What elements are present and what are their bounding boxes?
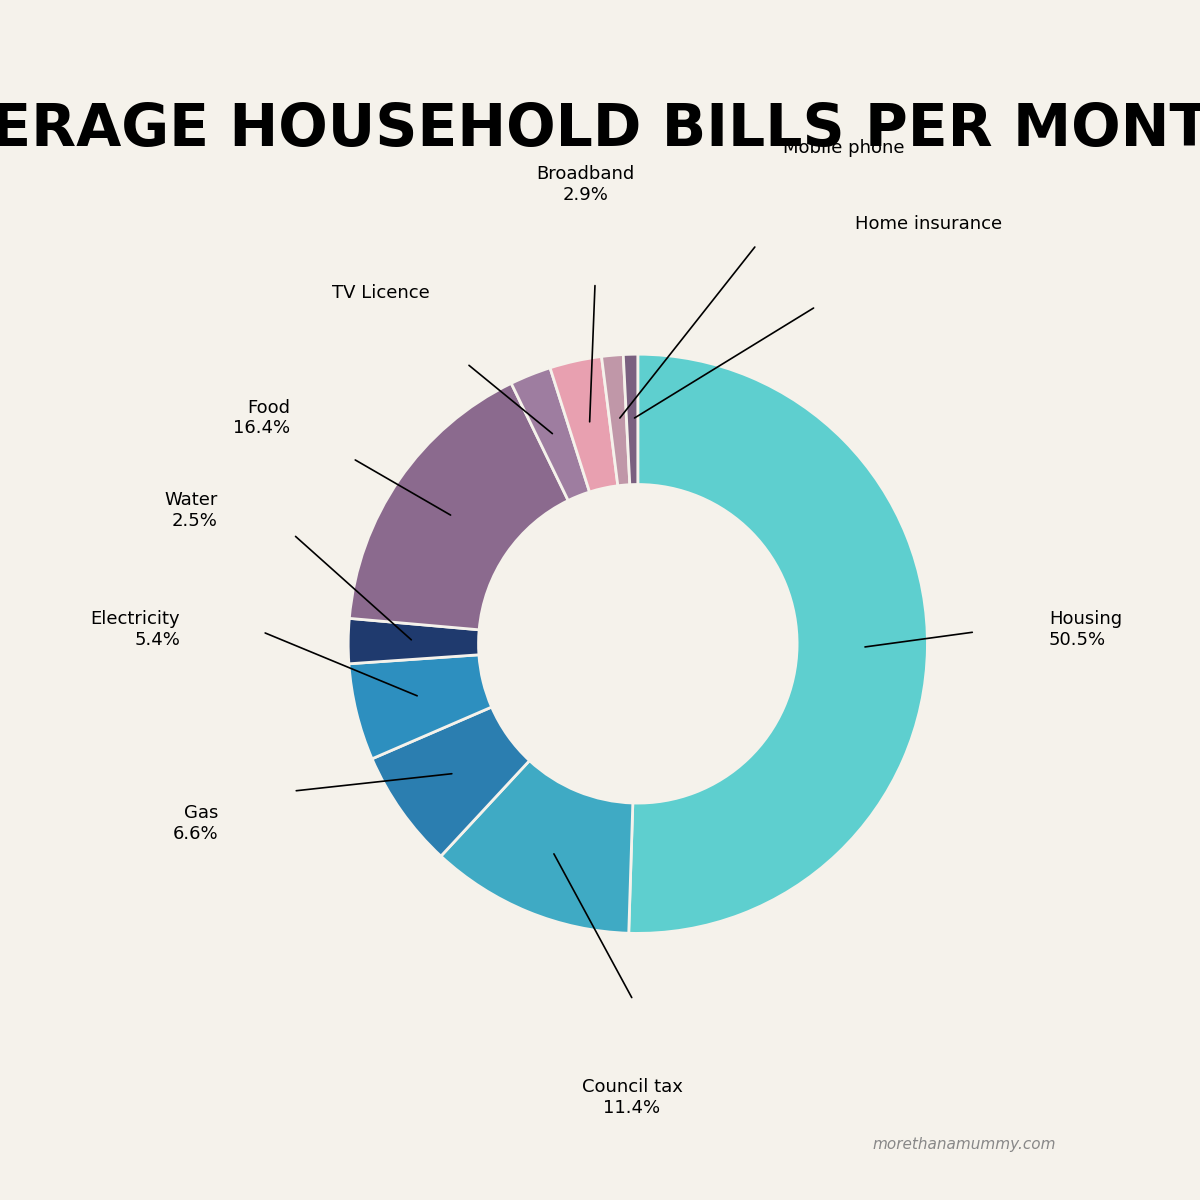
Text: TV Licence: TV Licence [331,284,430,302]
Text: Electricity
5.4%: Electricity 5.4% [91,610,180,649]
Text: Water
2.5%: Water 2.5% [164,491,218,530]
Wedge shape [601,354,630,486]
Text: Gas
6.6%: Gas 6.6% [173,804,218,842]
Text: Food
16.4%: Food 16.4% [233,398,290,437]
Text: Home insurance: Home insurance [856,215,1002,233]
Text: Mobile phone: Mobile phone [782,139,904,157]
Text: Council tax
11.4%: Council tax 11.4% [582,1079,683,1117]
Wedge shape [623,354,638,485]
Text: morethanamummy.com: morethanamummy.com [872,1138,1056,1152]
Wedge shape [372,707,529,856]
Wedge shape [440,761,632,934]
Wedge shape [348,618,479,664]
Wedge shape [349,655,492,758]
Title: AVERAGE HOUSEHOLD BILLS PER MONTH UK: AVERAGE HOUSEHOLD BILLS PER MONTH UK [0,101,1200,158]
Wedge shape [629,354,928,934]
Wedge shape [349,383,568,630]
Wedge shape [511,368,589,500]
Text: Broadband
2.9%: Broadband 2.9% [536,164,635,204]
Text: Housing
50.5%: Housing 50.5% [1049,610,1122,649]
Wedge shape [550,356,618,492]
